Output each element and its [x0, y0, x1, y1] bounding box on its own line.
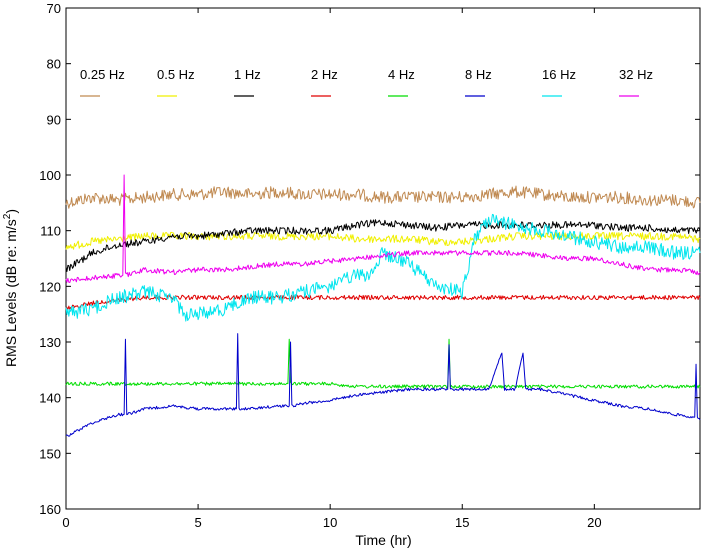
y-axis-title: RMS Levels (dB re: m/s2)	[2, 209, 19, 367]
y-axis-title-superscript: 2	[2, 213, 13, 219]
x-axis-title: Time (hr)	[355, 532, 411, 548]
series-line-32-hz	[65, 174, 701, 284]
series-line-16-hz	[65, 213, 701, 322]
y-tick-label: 90	[47, 112, 61, 127]
legend-label-4: 4 Hz	[388, 67, 415, 82]
y-tick-label: 80	[47, 57, 61, 72]
series-line-1-hz	[65, 219, 701, 272]
x-tick-label: 5	[194, 515, 201, 530]
legend-label-3: 2 Hz	[311, 67, 338, 82]
legend-label-7: 32 Hz	[619, 67, 653, 82]
series-line-0-25-hz	[65, 185, 701, 209]
series-line-0-5-hz	[65, 231, 701, 250]
y-tick-label: 160	[39, 502, 61, 517]
y-tick-label: 120	[39, 279, 61, 294]
y-tick-label: 110	[40, 224, 61, 239]
y-tick-label: 150	[39, 446, 61, 461]
y-tick-label: 100	[39, 168, 61, 183]
plot-frame	[65, 7, 701, 510]
x-tick-label: 0	[62, 515, 69, 530]
series-layer	[65, 174, 701, 437]
x-tick-label: 15	[455, 515, 469, 530]
legend: 0.25 Hz 0.5 Hz 1 Hz 2 Hz 4 Hz 8 Hz 16 Hz 32 Hz	[80, 67, 653, 97]
x-tick-label: 20	[587, 515, 601, 530]
plot-area	[65, 7, 701, 510]
y-tick-label: 140	[39, 391, 61, 406]
series-line-8-hz	[65, 333, 701, 437]
y-tick-label: 130	[39, 335, 61, 350]
legend-label-2: 1 Hz	[234, 67, 261, 82]
series-line-4-hz	[65, 338, 701, 389]
legend-label-0: 0.25 Hz	[80, 67, 125, 82]
legend-label-5: 8 Hz	[465, 67, 492, 82]
series-line-2-hz	[65, 294, 701, 311]
y-axis-title-tail: )	[3, 209, 19, 214]
x-tick-label: 10	[323, 515, 337, 530]
legend-label-1: 0.5 Hz	[157, 67, 195, 82]
y-tick-label: 70	[47, 1, 61, 16]
y-axis-title-main: RMS Levels (dB re: m/s	[3, 219, 19, 367]
legend-label-6: 16 Hz	[542, 67, 576, 82]
